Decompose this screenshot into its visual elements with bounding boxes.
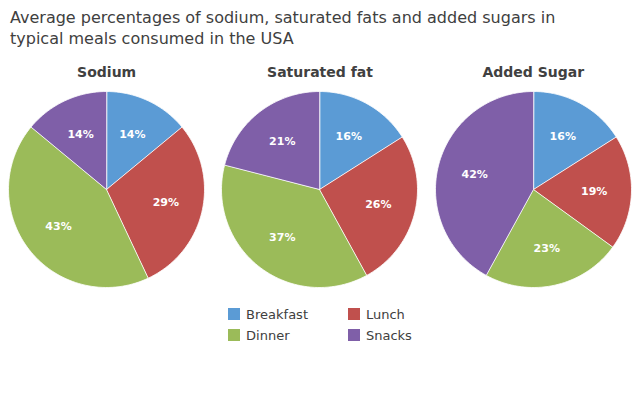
html-text:Dinner: Dinner <box>246 327 290 343</box>
svg-text:21%: 21% <box>270 135 296 148</box>
svg-text:29%: 29% <box>153 196 179 209</box>
html-text:Added Sugar: Added Sugar <box>482 63 585 80</box>
svg-text:19%: 19% <box>581 185 607 198</box>
svg-text:14%: 14% <box>119 128 145 141</box>
svg-text:42%: 42% <box>461 168 487 181</box>
html-text:Snacks: Snacks <box>366 327 412 343</box>
html-text:Sodium: Sodium <box>77 63 137 80</box>
svg-text:16%: 16% <box>549 129 575 142</box>
html-text:Saturated fat: Saturated fat <box>267 63 373 80</box>
html-text:Lunch: Lunch <box>366 306 405 322</box>
svg-text:16%: 16% <box>336 129 362 142</box>
svg-text:23%: 23% <box>533 242 559 255</box>
svg-text:26%: 26% <box>366 198 392 211</box>
html-text:Breakfast: Breakfast <box>246 306 308 322</box>
html-text:Average percentages of sodium,: Average percentages of sodium, saturated… <box>10 8 556 48</box>
svg-text:37%: 37% <box>270 231 296 244</box>
svg-text:14%: 14% <box>68 128 94 141</box>
svg-text:43%: 43% <box>45 220 71 233</box>
